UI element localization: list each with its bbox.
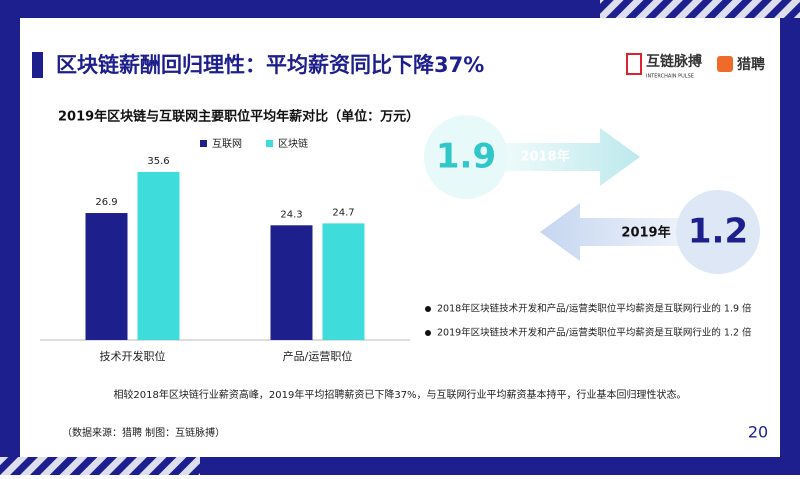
legend-label: 区块链 xyxy=(278,137,308,150)
title-bar xyxy=(32,52,43,78)
ratio-year: 2019年 xyxy=(621,225,670,241)
stripes xyxy=(600,0,800,18)
value-label: 35.6 xyxy=(147,156,169,167)
bullet: 2019年区块链技术开发和产品/运营类职位平均薪资是互联网行业的 1.2 倍 xyxy=(437,327,752,339)
x-tick-label: 产品/运营职位 xyxy=(283,349,353,363)
logo-name: 互链脉搏 xyxy=(646,53,702,70)
ratio-value: 1.9 xyxy=(436,137,496,177)
bar xyxy=(137,171,180,340)
ratio-value: 1.2 xyxy=(688,212,748,252)
legend-swatch xyxy=(266,140,273,147)
slide-title: 区块链薪酬回归理性：平均薪资同比下降37% xyxy=(56,53,484,77)
summary: 相较2018年区块链行业薪资高峰，2019年平均招聘薪资已下降37%，与互联网行… xyxy=(113,388,686,401)
ratio-circle xyxy=(676,190,760,274)
legend-label: 互联网 xyxy=(212,138,242,150)
bullet-dot xyxy=(425,306,431,312)
arrow xyxy=(540,203,690,261)
stripes xyxy=(0,457,200,475)
partner-name: 猎聘 xyxy=(737,56,765,73)
value-label: 24.7 xyxy=(332,207,354,218)
bar xyxy=(85,213,128,340)
bullet: 2018年区块链技术开发和产品/运营类职位平均薪资是互联网行业的 1.9 倍 xyxy=(437,303,752,315)
value-label: 24.3 xyxy=(280,209,302,220)
source: （数据来源：猎聘 制图：互链脉搏） xyxy=(62,426,225,439)
bullet-dot xyxy=(425,330,431,336)
chart-title: 2019年区块链与互联网主要职位平均年薪对比（单位：万元） xyxy=(58,109,419,125)
value-label: 26.9 xyxy=(95,197,117,208)
x-tick-label: 技术开发职位 xyxy=(100,349,166,363)
arrow xyxy=(500,128,640,186)
bar xyxy=(270,225,313,340)
legend-swatch xyxy=(200,140,207,147)
page-number: 20 xyxy=(748,423,768,442)
logo-sub: INTERCHAIN PULSE xyxy=(646,74,694,80)
partner-icon xyxy=(717,56,733,72)
ratio-circle xyxy=(424,115,508,199)
ratio-year: 2018年 xyxy=(520,149,569,165)
logo-icon xyxy=(626,53,642,75)
bar xyxy=(322,223,365,340)
